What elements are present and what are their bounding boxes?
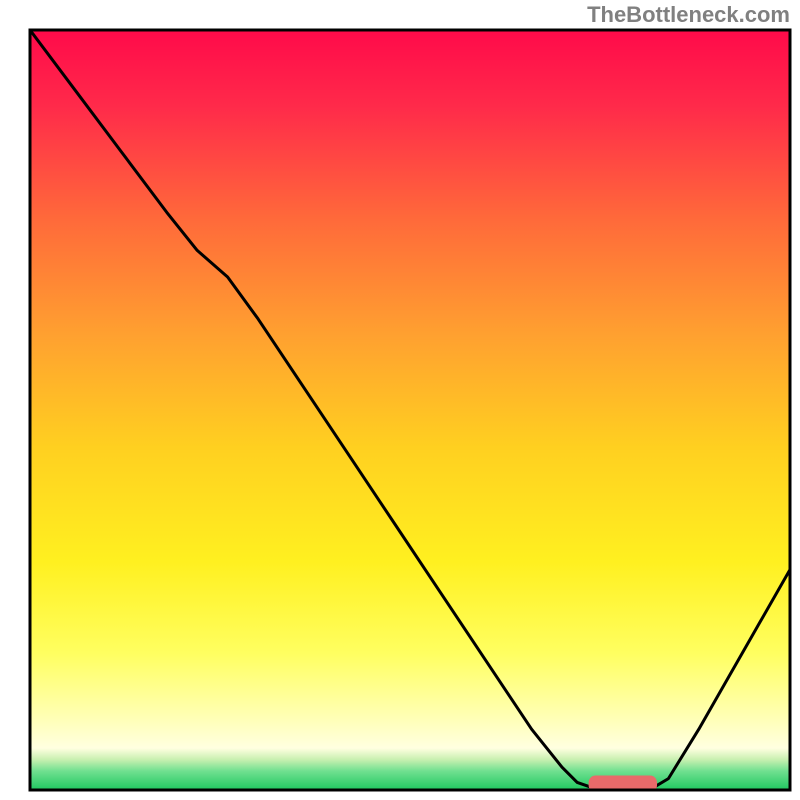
bottleneck-chart: [0, 0, 800, 800]
chart-container: TheBottleneck.com: [0, 0, 800, 800]
chart-background: [30, 30, 790, 790]
